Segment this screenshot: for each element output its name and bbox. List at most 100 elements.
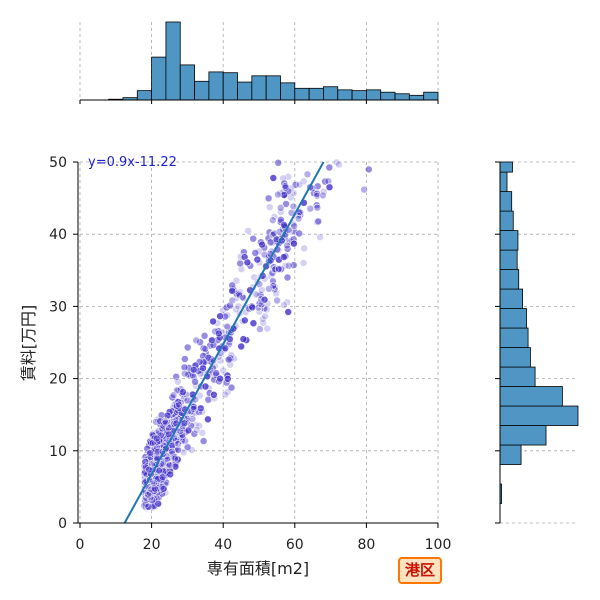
scatter-point [251,249,260,257]
y-tick-label: 10 [49,444,67,460]
right-histogram-ticks [495,161,500,524]
scatter-point [179,388,187,396]
scatter-point [290,222,299,230]
right-histogram-bar [499,161,513,173]
scatter-point [249,234,257,243]
scatter-point [281,182,290,190]
scatter-point [244,227,252,235]
scatter-point [300,244,309,253]
scatter-point [208,336,216,345]
scatter-point [249,319,258,328]
scatter-point [335,160,343,169]
scatter-point [295,229,304,238]
scatter-point [146,449,154,457]
scatter-point [280,221,288,229]
regression-line [123,161,325,524]
scatter-point [209,317,217,326]
scatter-panel: 0 20 40 60 80 100 0 10 20 30 40 50 y=0.9x-11.22 専有… [19,155,451,578]
scatter-point [191,377,199,386]
scatter-point [325,163,334,172]
scatter-point [188,415,197,423]
scatter-point [196,338,204,347]
scatter-point [159,484,168,493]
top-histogram-bar [208,71,224,101]
top-histogram-ticks [79,100,439,104]
right-histogram-bar [499,210,514,231]
scatter-point [280,301,288,309]
scatter-point [289,202,298,211]
scatter-point [256,325,264,333]
scatter-point [316,233,324,241]
scatter-point [264,194,273,203]
scatter-point [212,369,220,377]
top-histogram-bar [265,75,281,101]
x-tick-label: 0 [76,537,85,553]
scatter-point [168,447,176,456]
top-histogram-bar [280,82,296,101]
scatter-point [266,238,275,247]
scatter-point [283,241,291,250]
scatter-point [174,455,182,464]
scatter-point [228,296,237,305]
scatter-point [268,216,277,224]
scatter-point [364,165,373,174]
top-histogram-bar [251,75,267,101]
scatter-point [161,418,170,427]
top-histogram-bar [237,81,253,101]
scatter-point [269,282,277,291]
scatter-point [155,466,163,475]
scatter-point [210,390,218,399]
scatter-point [273,296,281,305]
scatter-point [332,158,341,167]
y-tick-label: 0 [58,516,67,532]
scatter-point [168,441,177,450]
right-histogram-bar [499,191,513,212]
scatter-point [195,422,204,430]
scatter-point [158,424,166,433]
scatter-point [175,400,183,409]
scatter-point [248,303,256,312]
x-tick-label: 40 [214,537,232,553]
scatter-point [274,159,283,167]
x-axis-title: 専有面積[m2] [207,559,309,578]
top-histogram-bar [165,21,181,101]
top-histogram-bar [351,90,367,101]
scatter-point [180,363,189,372]
scatter-point [263,324,272,333]
scatter-point [265,203,274,211]
scatter-point [303,170,312,179]
scatter-point [168,393,177,402]
area-badge: 港区 [398,557,443,584]
scatter-point [221,390,230,399]
right-histogram-bar [499,308,527,329]
scatter-point [314,217,323,226]
right-histogram-bar [499,249,518,270]
scatter-point [241,316,249,325]
scatter-point [236,259,244,268]
x-tick-label: 80 [357,537,375,553]
scatter-point [223,322,231,331]
scatter-point [189,404,198,413]
y-tick-label: 50 [49,155,67,171]
right-histogram-bar [499,425,547,446]
scatter-point [279,253,288,261]
scatter-point [284,261,293,270]
scatter-point [169,391,178,399]
top-histogram-bar [408,94,425,101]
right-histogram-bar [499,347,531,368]
top-histogram-bar [380,91,396,101]
scatter-point [274,190,282,199]
top-histogram-bar [194,80,210,101]
scatter-point [294,214,303,223]
scatter-point [269,276,277,285]
scatter-point [319,187,328,196]
scatter-point [190,429,199,438]
right-histogram-bar [499,327,529,348]
scatter-point [151,484,159,493]
scatter-point [227,383,236,392]
y-axis-title: 賃料[万円] [19,305,38,382]
top-histogram-bar [222,72,238,101]
right-histogram-bar [499,366,536,387]
scatter-point [319,191,327,200]
top-histogram-bar [365,89,382,101]
